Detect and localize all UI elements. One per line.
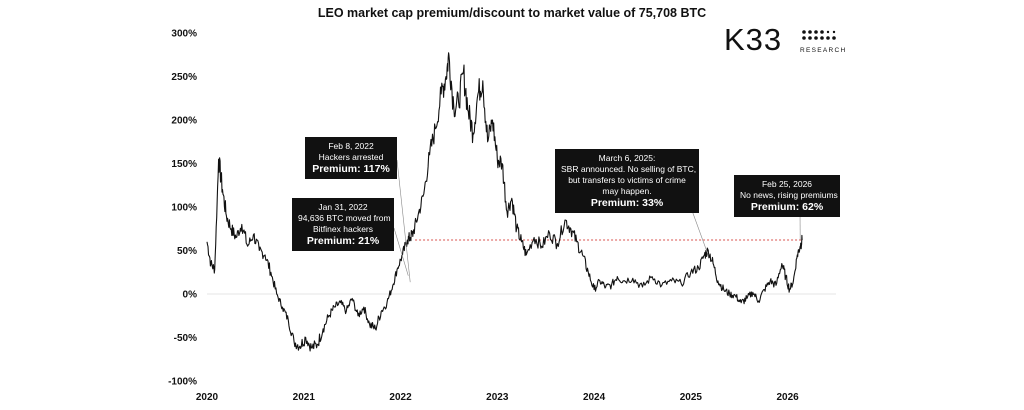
x-tick-label: 2022 bbox=[389, 392, 412, 403]
y-tick-label: 200% bbox=[171, 116, 197, 127]
annotation-feb-8-2022: Feb 8, 2022 Hackers arrested Premium: 11… bbox=[305, 137, 397, 179]
annotation-feb-25-2026: Feb 25, 2026 No news, rising premiums Pr… bbox=[734, 175, 840, 217]
annotation-line: Bitfinex hackers bbox=[313, 224, 373, 234]
k33-research-logo: K33 RESEARCH bbox=[724, 22, 854, 62]
annotation-leader-line bbox=[393, 227, 409, 276]
annotation-date: March 6, 2025: bbox=[598, 153, 656, 163]
annotation-date: Jan 31, 2022 bbox=[318, 202, 368, 212]
logo-subtitle: RESEARCH bbox=[800, 47, 847, 54]
y-tick-label: 300% bbox=[171, 29, 197, 40]
y-tick-label: -50% bbox=[174, 333, 197, 344]
annotation-line: may happen. bbox=[602, 186, 652, 196]
x-tick-label: 2021 bbox=[293, 392, 316, 403]
y-tick-label: 150% bbox=[171, 159, 197, 170]
logo-dots-icon bbox=[802, 30, 836, 40]
annotation-leaders bbox=[393, 159, 801, 283]
annotation-line: No news, rising premiums bbox=[740, 190, 838, 200]
annotation-date: Feb 25, 2026 bbox=[761, 179, 813, 189]
annotation-premium: Premium: 33% bbox=[590, 197, 664, 209]
annotation-leader-line bbox=[396, 159, 411, 283]
annotation-premium: Premium: 62% bbox=[750, 201, 824, 213]
chart-title: LEO market cap premium/discount to marke… bbox=[317, 6, 707, 20]
y-tick-label: 100% bbox=[171, 203, 197, 214]
y-tick-label: -100% bbox=[168, 377, 197, 388]
annotation-line: Hackers arrested bbox=[318, 152, 384, 162]
annotation-line: SBR announced. No selling of BTC, bbox=[561, 164, 697, 174]
series-line bbox=[206, 52, 803, 352]
x-tick-label: 2020 bbox=[196, 392, 219, 403]
annotation-premium: Premium: 21% bbox=[306, 235, 380, 247]
x-tick-label: 2026 bbox=[776, 392, 799, 403]
annotation-march-6-2025: March 6, 2025: SBR announced. No selling… bbox=[555, 149, 699, 213]
annotation-line: but transfers to victims of crime bbox=[568, 175, 686, 185]
y-tick-label: 0% bbox=[183, 290, 198, 301]
annotation-leader-line bbox=[689, 204, 709, 256]
annotation-jan-31-2022: Jan 31, 2022 94,636 BTC moved from Bitfi… bbox=[292, 198, 394, 251]
logo-wordmark: K33 bbox=[724, 22, 783, 57]
x-tick-label: 2025 bbox=[680, 392, 703, 403]
y-axis: -100% -50% 0% 50% 100% 150% 200% 250% 300% bbox=[168, 29, 197, 388]
x-axis: 2020 2021 2022 2023 2024 2025 2026 bbox=[196, 392, 799, 403]
y-tick-label: 250% bbox=[171, 72, 197, 83]
series-layer bbox=[206, 52, 803, 352]
annotation-premium: Premium: 117% bbox=[312, 163, 390, 175]
annotation-date: Feb 8, 2022 bbox=[328, 141, 374, 151]
x-tick-label: 2024 bbox=[583, 392, 606, 403]
annotation-line: 94,636 BTC moved from bbox=[298, 213, 391, 223]
y-tick-label: 50% bbox=[177, 246, 197, 257]
x-tick-label: 2023 bbox=[486, 392, 509, 403]
